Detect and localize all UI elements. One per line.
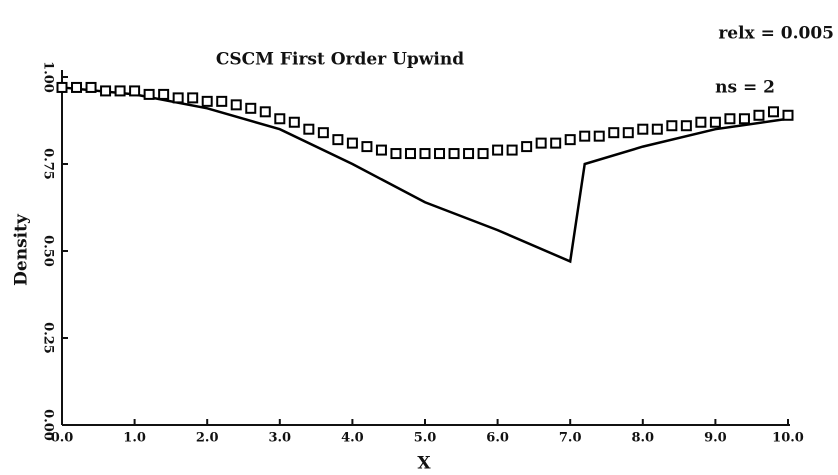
marker — [245, 102, 257, 114]
y-tick-label: 0.75 — [41, 148, 56, 180]
marker — [753, 109, 765, 121]
marker — [434, 148, 446, 160]
x-tick-label: 2.0 — [196, 431, 219, 446]
marker — [172, 92, 184, 104]
marker — [419, 148, 431, 160]
marker — [230, 99, 242, 111]
marker — [608, 127, 620, 139]
marker — [724, 113, 736, 125]
x-tick-label: 4.0 — [341, 431, 364, 446]
x-tick-label: 8.0 — [631, 431, 654, 446]
marker — [492, 144, 504, 156]
marker — [477, 148, 489, 160]
y-tick-label: 0.25 — [41, 322, 56, 354]
marker — [143, 88, 155, 100]
marker — [317, 127, 329, 139]
marker — [506, 144, 518, 156]
marker — [550, 137, 562, 149]
marker — [637, 123, 649, 135]
marker — [332, 134, 344, 146]
marker — [346, 137, 358, 149]
marker — [521, 141, 533, 153]
marker — [448, 148, 460, 160]
marker — [404, 148, 416, 160]
x-tick-label: 0.0 — [51, 431, 74, 446]
marker — [695, 116, 707, 128]
marker — [738, 113, 750, 125]
line — [61, 86, 789, 264]
marker — [100, 85, 112, 97]
marker — [767, 106, 779, 118]
x-axis-label: X — [417, 454, 431, 474]
x-tick-label: 1.0 — [123, 431, 146, 446]
x-tick-label: 10.0 — [772, 431, 804, 446]
x-tick-label: 7.0 — [559, 431, 582, 446]
marker — [375, 144, 387, 156]
marker — [288, 116, 300, 128]
marker — [463, 148, 475, 160]
marker — [187, 92, 199, 104]
marker — [666, 120, 678, 132]
marker — [56, 81, 68, 93]
y-tick-label: 1.00 — [41, 61, 56, 93]
marker — [564, 134, 576, 146]
marker — [201, 95, 213, 107]
y-tick-label: 0.00 — [41, 409, 56, 441]
marker — [593, 130, 605, 142]
y-tick-label: 0.50 — [41, 235, 56, 267]
marker — [259, 106, 271, 118]
marker — [782, 109, 794, 121]
annotation: relx = 0.005 — [718, 24, 834, 44]
marker — [535, 137, 547, 149]
marker — [651, 123, 663, 135]
x-tick-label: 6.0 — [486, 431, 509, 446]
marker — [129, 85, 141, 97]
chart-title: CSCM First Order Upwind — [216, 50, 464, 70]
x-tick-label: 3.0 — [268, 431, 291, 446]
x-tick-label: 9.0 — [704, 431, 727, 446]
marker — [709, 116, 721, 128]
marker — [114, 85, 126, 97]
marker — [361, 141, 373, 153]
x-tick-label: 5.0 — [414, 431, 437, 446]
marker — [622, 127, 634, 139]
marker — [216, 95, 228, 107]
marker — [390, 148, 402, 160]
marker — [274, 113, 286, 125]
marker — [579, 130, 591, 142]
annotation: ns = 2 — [715, 78, 775, 98]
marker — [85, 81, 97, 93]
marker — [680, 120, 692, 132]
marker — [158, 88, 170, 100]
y-axis-label: Density — [12, 213, 32, 286]
marker — [71, 81, 83, 93]
marker — [303, 123, 315, 135]
